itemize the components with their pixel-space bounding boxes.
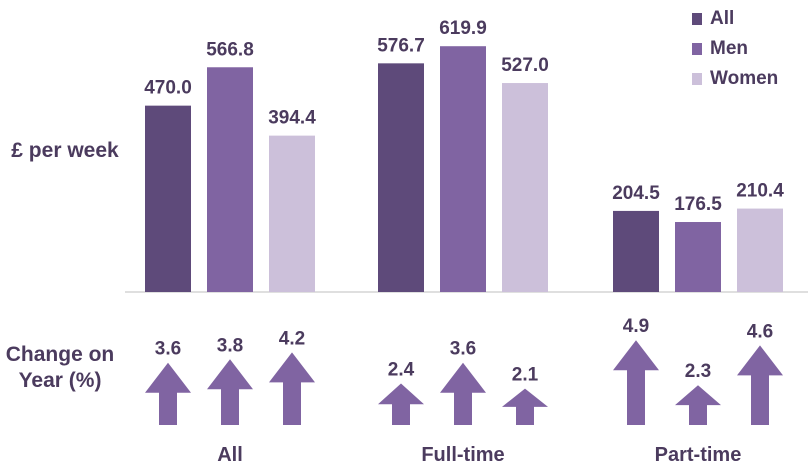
value-label-full-time-all: 576.7 bbox=[377, 35, 425, 56]
bar-part-time-women bbox=[737, 208, 783, 292]
change-label-part-time-men: 2.3 bbox=[685, 361, 711, 382]
value-label-all-men: 566.8 bbox=[206, 39, 254, 60]
bar-part-time-all bbox=[613, 210, 659, 292]
bar-full-time-men bbox=[440, 46, 486, 292]
legend-label-men: Men bbox=[710, 38, 748, 59]
value-label-part-time-women: 210.4 bbox=[736, 181, 784, 202]
change-arrow-part-time-men bbox=[675, 385, 721, 425]
bar-part-time-men bbox=[675, 222, 721, 292]
bar-full-time-women bbox=[502, 83, 548, 293]
legend-swatch-men bbox=[692, 43, 702, 55]
legend-label-all: All bbox=[710, 8, 735, 29]
change-arrow-all-all bbox=[145, 362, 191, 425]
change-label-full-time-men: 3.6 bbox=[450, 339, 476, 360]
legend-item-men: Men bbox=[692, 34, 804, 64]
value-label-part-time-men: 176.5 bbox=[674, 194, 722, 215]
change-label-full-time-all: 2.4 bbox=[388, 359, 415, 380]
category-label-part-time: Part-time bbox=[655, 444, 742, 466]
legend-swatch-women bbox=[692, 73, 702, 85]
change-arrow-all-men bbox=[207, 359, 253, 425]
value-label-all-women: 394.4 bbox=[268, 108, 316, 129]
category-label-full-time: Full-time bbox=[421, 444, 504, 466]
legend-swatch-all bbox=[692, 13, 702, 25]
change-label-all-men: 3.8 bbox=[217, 335, 243, 356]
bar-all-men bbox=[207, 67, 253, 293]
bar-all-women bbox=[269, 135, 315, 292]
change-arrow-all-women bbox=[269, 352, 315, 425]
value-label-all-all: 470.0 bbox=[144, 78, 192, 99]
change-on-year-label: Change on Year (%) bbox=[5, 343, 115, 393]
change-label-all-all: 3.6 bbox=[155, 339, 181, 360]
legend-item-women: Women bbox=[692, 64, 804, 94]
legend-label-women: Women bbox=[710, 68, 779, 89]
change-label-part-time-all: 4.9 bbox=[623, 316, 649, 337]
change-label-full-time-women: 2.1 bbox=[512, 365, 539, 386]
value-label-part-time-all: 204.5 bbox=[612, 183, 660, 204]
change-arrow-full-time-all bbox=[378, 383, 424, 425]
legend: All Men Women bbox=[692, 4, 804, 94]
bar-full-time-all bbox=[378, 63, 424, 292]
change-label-part-time-women: 4.6 bbox=[747, 321, 773, 342]
change-arrow-part-time-women bbox=[737, 345, 783, 425]
change-arrow-full-time-men bbox=[440, 362, 486, 425]
category-label-all: All bbox=[217, 444, 243, 466]
change-arrow-part-time-all bbox=[613, 340, 659, 425]
change-arrow-full-time-women bbox=[502, 388, 548, 425]
value-label-full-time-men: 619.9 bbox=[439, 18, 487, 39]
value-label-full-time-women: 527.0 bbox=[501, 55, 549, 76]
change-label-all-women: 4.2 bbox=[279, 328, 305, 349]
bar-all-all bbox=[145, 105, 191, 293]
legend-item-all: All bbox=[692, 4, 804, 34]
y-axis-label: £ per week bbox=[11, 139, 119, 162]
